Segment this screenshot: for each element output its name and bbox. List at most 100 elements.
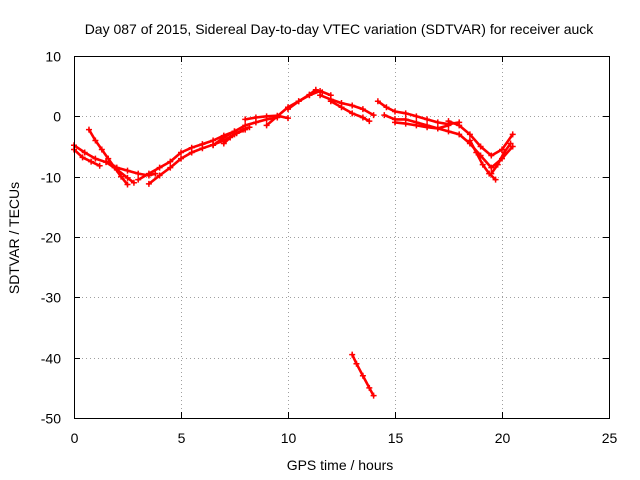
data-point <box>246 124 253 131</box>
series-track-g <box>210 114 281 149</box>
data-point <box>188 149 195 156</box>
data-point <box>349 102 356 109</box>
data-point <box>242 116 249 123</box>
data-point <box>98 146 105 153</box>
y-tick-label: 10 <box>45 49 61 65</box>
data-point <box>88 158 95 165</box>
data-point <box>413 122 420 129</box>
series-track-s <box>488 140 514 177</box>
data-point <box>499 146 505 153</box>
series-line <box>136 130 236 181</box>
data-point <box>359 114 366 121</box>
data-point <box>434 119 441 126</box>
data-point <box>178 149 184 156</box>
data-point <box>479 161 486 168</box>
data-point <box>456 131 463 138</box>
data-point <box>210 142 217 149</box>
data-point <box>167 158 174 165</box>
data-point <box>488 152 495 159</box>
series-track-k <box>285 86 326 113</box>
x-tick-label: 5 <box>178 430 186 446</box>
data-point <box>494 161 501 168</box>
data-point <box>319 89 326 96</box>
data-point <box>492 176 499 183</box>
data-point <box>424 124 431 131</box>
data-point <box>466 131 473 138</box>
data-point <box>105 155 112 162</box>
data-point <box>156 172 163 179</box>
data-point <box>353 360 360 367</box>
data-point <box>466 137 473 144</box>
data-point <box>424 116 431 123</box>
x-tick-label: 25 <box>602 430 618 446</box>
data-point <box>118 173 125 180</box>
data-point <box>167 164 174 171</box>
series-track-t <box>349 351 377 399</box>
series-line <box>318 93 375 117</box>
data-point <box>349 351 356 358</box>
data-point <box>285 106 291 113</box>
data-point <box>306 91 313 98</box>
data-point <box>383 104 390 111</box>
tick-label-layer: 0 5 10 15 20 25 10 0 -10 -20 -30 -40 -50 <box>41 49 618 447</box>
data-point <box>227 134 234 141</box>
data-point <box>338 104 345 111</box>
data-point <box>96 162 103 169</box>
data-point <box>124 167 131 174</box>
y-tick-label: -50 <box>41 411 61 427</box>
data-point <box>392 108 398 115</box>
data-point <box>135 170 142 177</box>
axis-layer <box>74 56 610 419</box>
data-point <box>507 140 514 147</box>
y-tick-label: 0 <box>53 109 61 125</box>
data-point <box>413 113 420 120</box>
series-track-q <box>445 118 516 159</box>
series-track-h <box>220 124 253 147</box>
data-point <box>263 113 270 120</box>
chart-title: Day 087 of 2015, Sidereal Day-to-day VTE… <box>85 21 595 37</box>
data-point <box>145 180 152 187</box>
data-point <box>85 126 92 133</box>
data-point <box>274 113 281 120</box>
data-point <box>199 145 206 152</box>
data-point <box>374 98 381 105</box>
data-point <box>263 122 270 129</box>
data-point <box>477 143 484 150</box>
data-point <box>456 122 463 129</box>
data-point <box>103 158 110 165</box>
data-point <box>359 106 366 113</box>
x-axis-label: GPS time / hours <box>287 457 394 473</box>
data-point <box>233 130 240 137</box>
series-track-m <box>327 98 373 125</box>
data-point <box>145 170 152 177</box>
y-axis-label: SDTVAR / TECUs <box>6 182 22 294</box>
data-point <box>252 114 259 121</box>
data-point <box>488 170 495 177</box>
data-point <box>124 174 131 181</box>
y-tick-label: -30 <box>41 290 61 306</box>
x-tick-label: 15 <box>388 430 404 446</box>
data-point <box>285 115 291 122</box>
y-tick-label: -10 <box>41 170 61 186</box>
series-track-j <box>263 87 334 129</box>
data-point <box>220 134 227 141</box>
data-point <box>359 372 366 379</box>
data-point <box>434 125 441 132</box>
data-point <box>113 164 120 171</box>
data-point <box>124 181 131 188</box>
y-tick-label: -40 <box>41 351 61 367</box>
data-point <box>92 137 99 144</box>
data-point <box>381 112 388 119</box>
data-point <box>366 118 373 125</box>
data-point <box>317 92 324 99</box>
data-point <box>473 149 480 156</box>
series-track-r <box>466 137 499 183</box>
data-point <box>370 112 377 119</box>
data-point <box>488 164 495 171</box>
series-track-l <box>317 92 377 119</box>
data-point <box>349 110 356 117</box>
series-track-d <box>103 158 159 179</box>
data-point <box>81 149 88 156</box>
series-line <box>447 119 515 157</box>
